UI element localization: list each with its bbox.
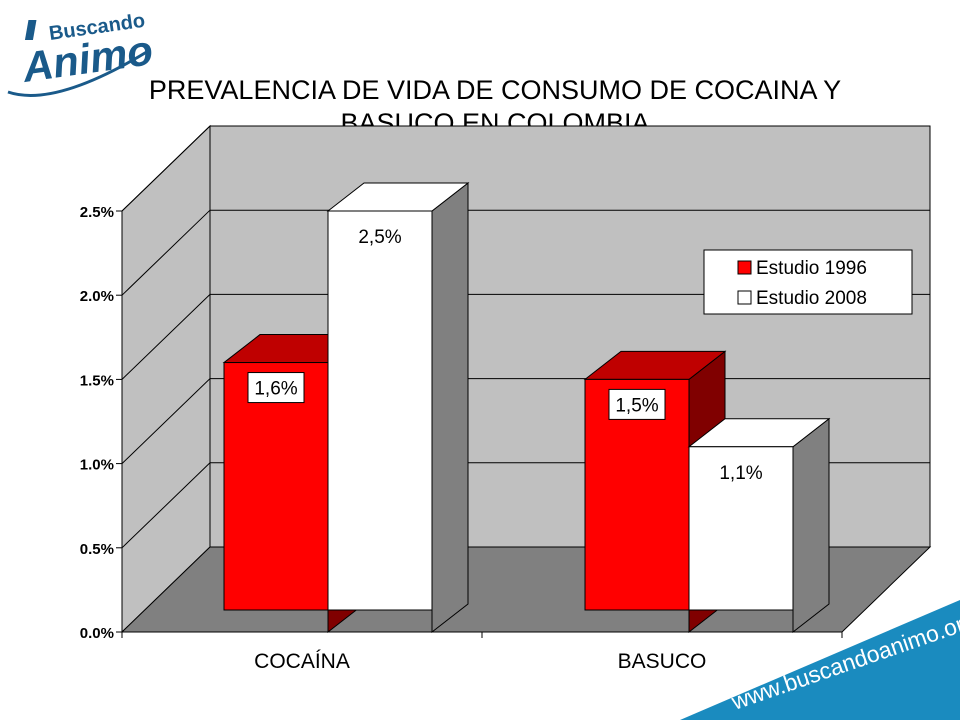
data-label-box: [608, 388, 666, 420]
data-label-box: [247, 372, 305, 404]
data-label: 2,5%: [358, 227, 401, 248]
x-tick-label: COCAÍNA: [254, 650, 350, 673]
bar-side: [431, 181, 469, 634]
gridline: [121, 125, 930, 212]
x-tick-label: BASUCO: [618, 650, 707, 673]
y-tick-label: 2.5%: [80, 204, 114, 221]
y-tick-label: 1.0%: [80, 457, 114, 474]
gridline: [121, 293, 930, 380]
bar: [327, 210, 433, 611]
data-label: 1,6%: [254, 379, 297, 400]
buscando-animo-logo: Buscando Animo: [7, 10, 156, 97]
bar: [688, 446, 794, 611]
logo-swoosh: [7, 48, 151, 97]
legend-label: Estudio 1996: [756, 258, 867, 279]
data-label: 1,1%: [719, 463, 762, 484]
banner-shape: [680, 600, 960, 720]
legend-swatch: [737, 290, 752, 305]
gridline: [121, 209, 930, 296]
data-label: 1,5%: [615, 395, 658, 416]
bar: [223, 362, 329, 611]
side-wall: [121, 124, 211, 634]
y-tick-label: 0.0%: [80, 625, 114, 642]
legend-swatch: [737, 260, 752, 275]
legend-label: Estudio 2008: [756, 288, 867, 309]
y-tick-label: 1.5%: [80, 372, 114, 389]
website-banner: www.buscandoanimo.org: [680, 600, 960, 720]
y-tick-label: 2.0%: [80, 288, 114, 305]
y-tick-label: 0.5%: [80, 541, 114, 558]
chart-title-line-1: PREVALENCIA DE VIDA DE CONSUMO DE COCAIN…: [148, 75, 842, 105]
logo-tick: [24, 20, 37, 40]
